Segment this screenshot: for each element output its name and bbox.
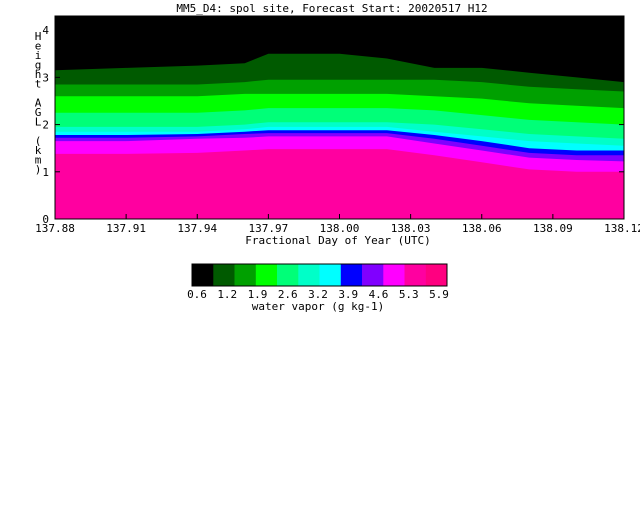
x-tick-label: 138.12 [604,222,640,235]
colorbar-tick-label: 5.9 [429,288,449,301]
chart-title: MM5_D4: spol site, Forecast Start: 20020… [176,2,487,15]
y-axis: 0 1 2 3 4 [42,24,624,226]
x-axis: 137.88 137.91 137.94 137.97 138.00 138.03 138.… [35,16,640,235]
colorbar-swatch [277,264,299,286]
colorbar-tick-label: 2.6 [278,288,298,301]
colorbar-swatch [298,264,320,286]
y-label-char: i [35,49,42,62]
colorbar-swatch [425,264,448,286]
y-label-char: ) [35,163,42,176]
y-tick-label: 0 [42,213,49,226]
y-label-char: k [35,144,42,157]
y-label-char: G [35,106,42,119]
colorbar-tick-label: 1.9 [248,288,268,301]
colorbar: 0.6 1.2 1.9 2.6 3.2 3.9 4.6 5.3 5.9 [187,263,449,301]
colorbar-swatch [362,264,384,286]
x-tick-label: 138.03 [391,222,431,235]
colorbar-tick-label: 3.9 [338,288,358,301]
colorbar-swatch [213,264,235,286]
colorbar-tick-label: 5.3 [399,288,419,301]
y-label-char: t [35,78,42,91]
x-axis-label: Fractional Day of Year (UTC) [245,234,430,247]
y-tick-label: 1 [42,166,49,179]
y-label-char: L [35,116,42,129]
y-tick-label: 2 [42,119,49,132]
x-tick-label: 138.06 [462,222,502,235]
colorbar-swatch [319,264,342,286]
y-tick-label: 3 [42,71,49,84]
x-tick-label: 137.88 [35,222,75,235]
colorbar-frame [191,263,448,287]
colorbar-label: water vapor (g kg-1) [252,300,384,313]
band-hot-pink [55,149,624,219]
colorbar-swatch [340,264,363,286]
colorbar-swatch [255,264,278,286]
y-label-char: g [35,59,42,72]
colorbar-swatch [383,264,405,286]
colorbar-swatch [404,264,427,286]
colorbar-tick-label: 3.2 [308,288,328,301]
colorbar-tick-label: 1.2 [217,288,237,301]
y-label-char: H [35,30,42,43]
x-tick-label: 138.00 [320,222,360,235]
y-label-char: h [35,68,42,81]
colorbar-swatch [234,264,257,286]
x-tick-label: 137.91 [106,222,146,235]
y-label-char: m [35,154,42,167]
x-tick-label: 137.97 [249,222,289,235]
y-label-char: e [35,40,42,53]
x-tick-label: 137.94 [177,222,217,235]
y-label-char: A [35,97,42,110]
x-tick-label: 138.09 [533,222,573,235]
colorbar-tick-label: 0.6 [187,288,207,301]
y-tick-label: 4 [42,24,49,37]
colorbar-tick-label: 4.6 [369,288,389,301]
colorbar-swatch [192,264,214,286]
y-label-char: ( [35,135,42,148]
plot-area [55,16,624,219]
